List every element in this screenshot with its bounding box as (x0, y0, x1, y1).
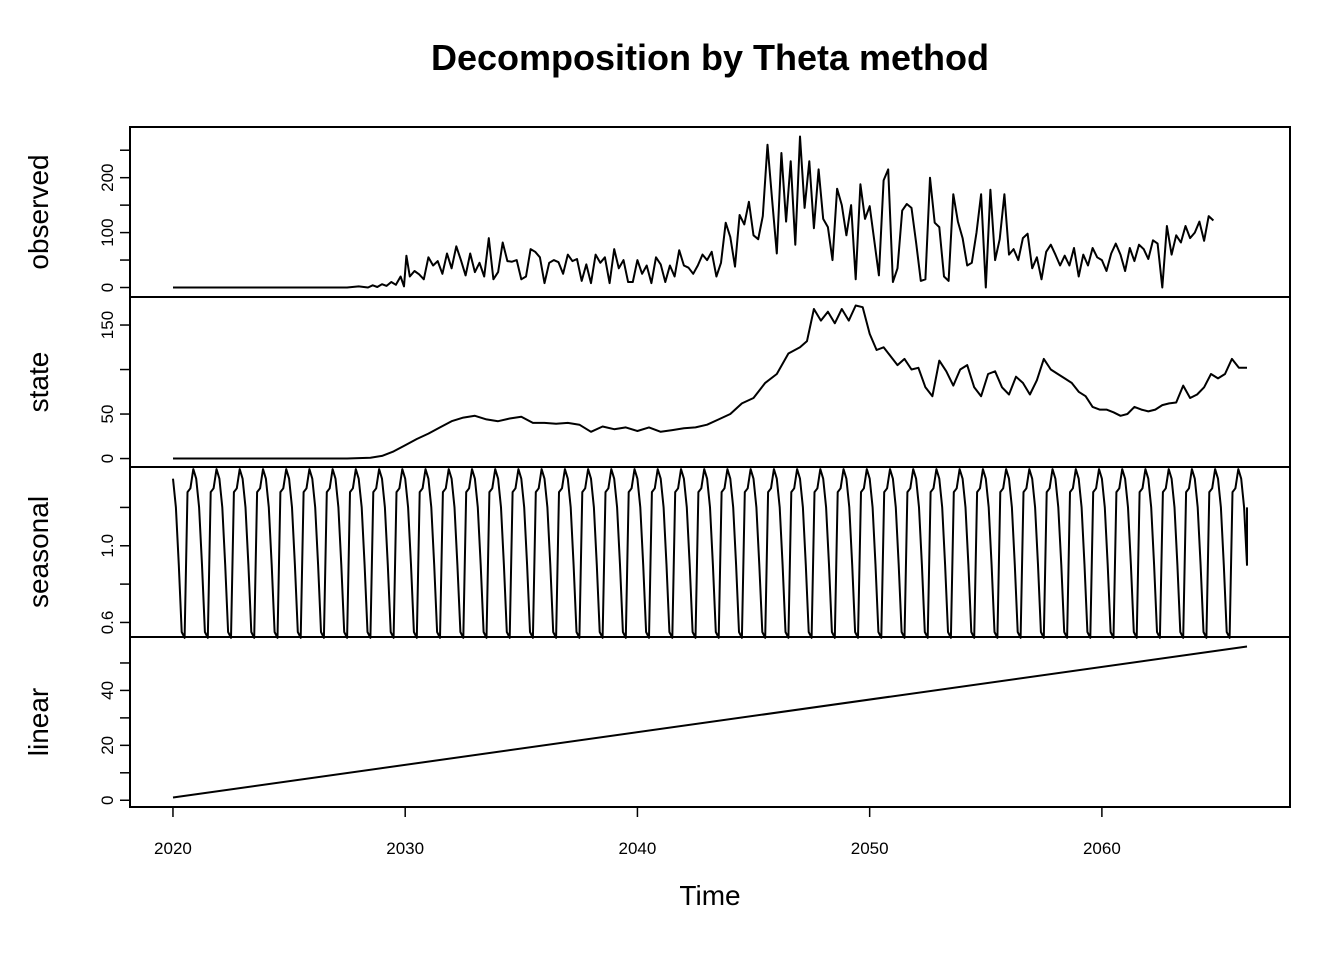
linear-ytick-label: 40 (98, 681, 117, 700)
linear-ytick-label: 20 (98, 736, 117, 755)
seasonal-series-line (172, 468, 1248, 639)
observed-frame (129, 126, 1291, 298)
x-axis-label: Time (679, 880, 740, 911)
linear-ytick-label: 0 (98, 796, 117, 805)
observed-ytick-label: 200 (98, 163, 117, 191)
linear-series-line (172, 645, 1248, 799)
linear-label: linear (23, 688, 54, 756)
state-ytick-label: 0 (98, 454, 117, 463)
x-tick-label: 2030 (386, 839, 424, 858)
observed-series-line (173, 135, 1215, 289)
observed-ytick-label: 100 (98, 218, 117, 246)
seasonal-label: seasonal (23, 496, 54, 608)
x-tick-label: 2050 (851, 839, 889, 858)
seasonal-panel: seasonal 0.6 1.0 (23, 466, 1291, 639)
state-frame (129, 296, 1291, 468)
state-ytick-label: 150 (98, 311, 117, 339)
seasonal-ytick-label: 1.0 (98, 534, 117, 558)
state-series-line (173, 304, 1247, 460)
observed-panel: observed 0 100 200 (23, 126, 1291, 298)
x-tick-label: 2060 (1083, 839, 1121, 858)
x-tick-label: 2020 (154, 839, 192, 858)
x-tick-label: 2040 (619, 839, 657, 858)
observed-label: observed (23, 154, 54, 269)
chart-title: Decomposition by Theta method (431, 37, 989, 78)
state-ytick-label: 50 (98, 405, 117, 424)
panels: observed0100200state050150seasonal0.61.0… (23, 126, 1291, 808)
observed-ytick-label: 0 (98, 283, 117, 292)
x-axis: 2020 2030 2040 2050 2060 (154, 806, 1121, 858)
linear-panel: linear 0 20 40 (23, 636, 1291, 808)
seasonal-ytick-label: 0.6 (98, 611, 117, 635)
state-panel: state 0 50 150 (23, 296, 1291, 468)
state-label: state (23, 352, 54, 413)
